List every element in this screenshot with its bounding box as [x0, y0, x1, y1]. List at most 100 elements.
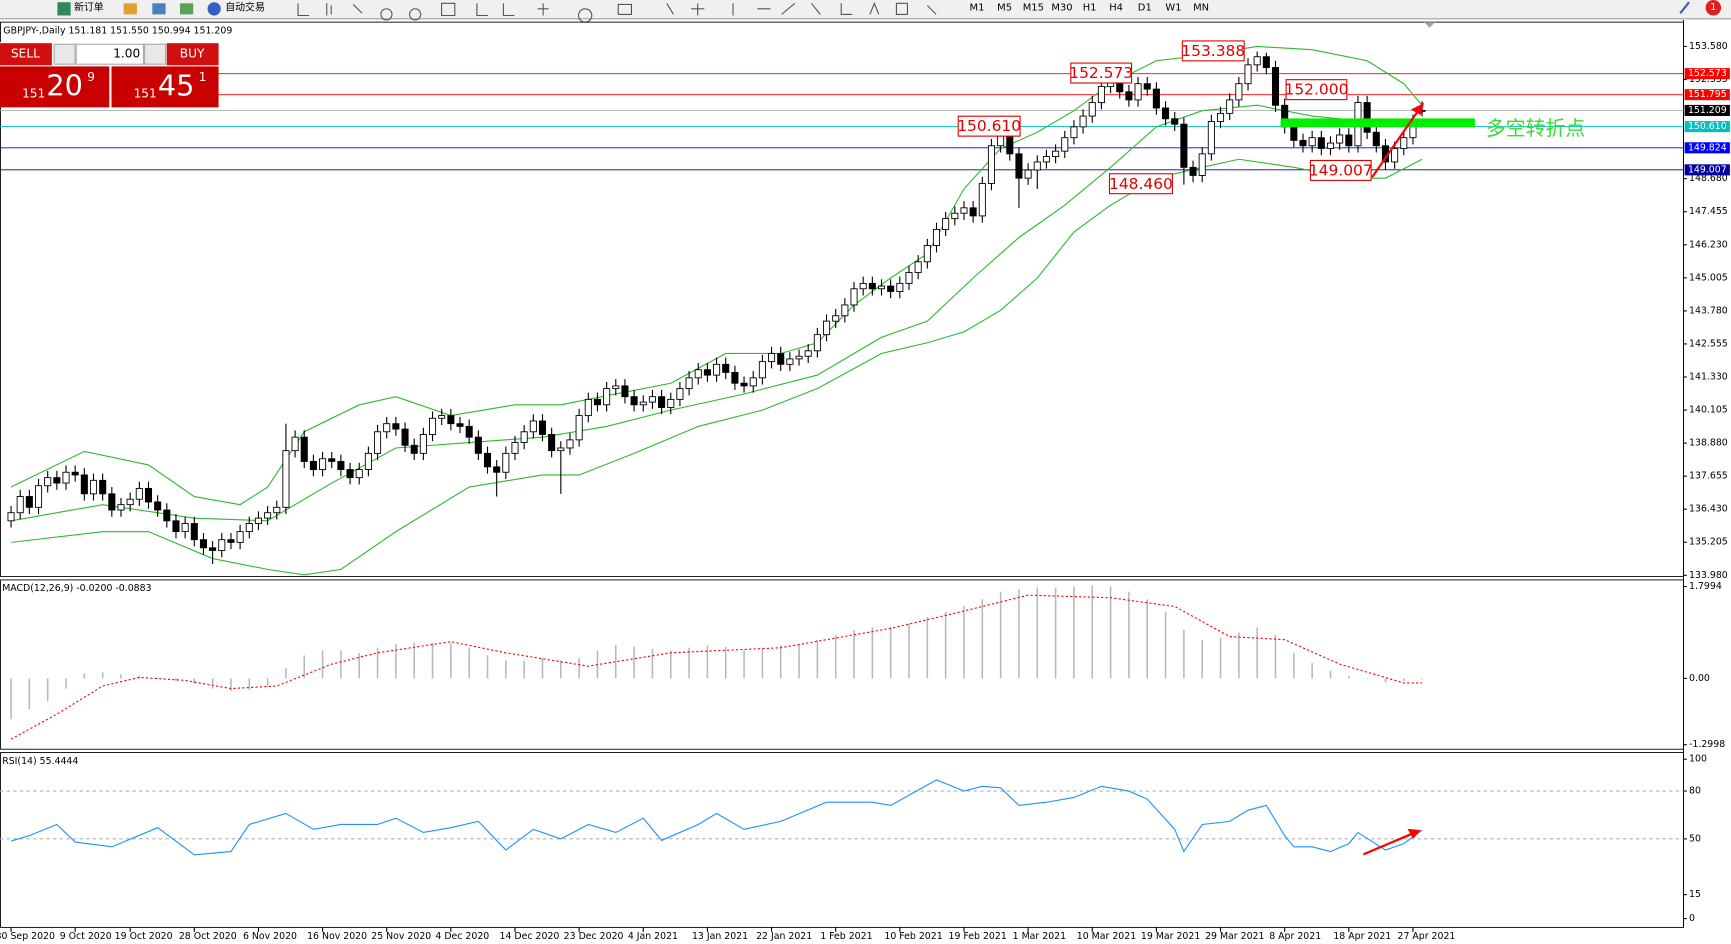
bid-head[interactable]: 151: [22, 87, 45, 101]
plot-area: 153.580 152.355 148.680 147.455 146.230 145.0…: [0, 19, 1730, 942]
candle-body: [1336, 134, 1344, 144]
lot-up[interactable]: [144, 43, 167, 65]
candle-body: [383, 423, 391, 433]
candle-body: [428, 417, 437, 435]
indicator-title: MACD(12,26,9) -0.0200 -0.0883: [2, 583, 151, 594]
sell-button[interactable]: [0, 43, 52, 66]
bid-tail[interactable]: 9: [87, 70, 95, 84]
candle-body: [1097, 85, 1105, 104]
ask-box[interactable]: [111, 66, 219, 108]
lot-down[interactable]: [53, 43, 76, 65]
timeframe[interactable]: MN: [1193, 3, 1209, 14]
ask-main[interactable]: 45: [158, 68, 195, 102]
macd-bar: [871, 627, 874, 679]
candle-body: [227, 539, 235, 543]
timeframe[interactable]: M15: [1023, 3, 1044, 14]
candle-body: [1070, 126, 1078, 139]
candle-body: [483, 452, 492, 468]
chart-shift-marker: [1424, 22, 1436, 28]
timeframe[interactable]: M5: [997, 3, 1012, 14]
macd-bar: [10, 678, 12, 720]
ask-head[interactable]: 151: [134, 87, 157, 101]
timeframe[interactable]: H1: [1083, 3, 1097, 14]
candle-body: [236, 531, 244, 543]
timeframe[interactable]: M30: [1051, 3, 1072, 14]
macd-bar: [83, 673, 86, 679]
macd-bar: [963, 605, 965, 679]
tool-icon[interactable]: [179, 3, 194, 15]
x-tick-label: 6 Nov 2020: [243, 931, 297, 942]
macd-bar: [798, 643, 800, 679]
trade-panel: SELL 1.00 BUY 151 20 9 151 45 1: [0, 42, 219, 108]
candle-body: [337, 461, 345, 470]
lot-field[interactable]: [75, 43, 145, 65]
candle-body: [1033, 161, 1041, 171]
pen-icon[interactable]: [1679, 1, 1690, 14]
macd-bar: [285, 668, 287, 679]
new-order[interactable]: 新订单: [74, 1, 104, 14]
macd-bar: [578, 657, 580, 679]
candle-body: [1143, 83, 1151, 90]
notification-count[interactable]: 1: [1710, 2, 1716, 13]
timeframe[interactable]: W1: [1165, 3, 1181, 14]
notification-badge[interactable]: [1705, 0, 1722, 16]
auto-trade[interactable]: 自动交易: [225, 1, 265, 14]
candle-body: [887, 285, 895, 292]
timeframe[interactable]: D1: [1138, 3, 1152, 14]
macd-bar: [1164, 612, 1167, 679]
candle-body: [99, 479, 107, 495]
toolbar: [0, 0, 1731, 19]
macd-bar: [999, 591, 1002, 679]
candle-body: [804, 350, 812, 357]
sell-label[interactable]: SELL: [11, 47, 40, 61]
annotation: 153.388: [1181, 42, 1245, 60]
annotation-box: [1309, 159, 1372, 181]
candle-body: [1290, 126, 1298, 141]
macd-bar: [303, 655, 306, 679]
macd-bar: [1384, 678, 1387, 683]
candle-body: [254, 517, 262, 524]
candle-body: [1363, 102, 1371, 133]
indicator-title: RSI(14) 55.4444: [2, 756, 78, 767]
x-tick-label: 4 Dec 2020: [435, 931, 489, 942]
macd-bar: [1054, 587, 1057, 679]
buy-label[interactable]: BUY: [180, 47, 205, 61]
macd-bar: [120, 674, 122, 679]
candle-body: [795, 355, 803, 360]
x-tick-label: 4 Jan 2021: [628, 931, 678, 942]
candle-body: [1042, 156, 1050, 163]
ask-tail[interactable]: 1: [199, 70, 207, 84]
buy-button[interactable]: [166, 43, 219, 66]
timeframe[interactable]: M1: [970, 3, 985, 14]
new-order-icon[interactable]: [57, 2, 71, 16]
candle-body: [144, 487, 153, 503]
candle-body: [566, 439, 574, 449]
x-tick-label: 25 Nov 2020: [371, 931, 431, 942]
candle-body: [1125, 91, 1133, 101]
candle-body: [905, 272, 913, 284]
bid-box[interactable]: [0, 66, 110, 108]
auto-trade-icon[interactable]: [207, 2, 221, 16]
tool-icon[interactable]: [152, 3, 166, 15]
macd-bar: [889, 626, 892, 679]
bid-main[interactable]: 20: [46, 68, 83, 102]
candle-body: [1235, 83, 1243, 101]
x-tick-label: 13 Jan 2021: [692, 931, 748, 942]
indicator-line: [10, 779, 1423, 856]
macd-bar: [1036, 587, 1039, 679]
y-tick-label: 141.330: [1689, 371, 1728, 382]
price-tag: [1684, 68, 1730, 80]
macd-bar: [834, 635, 837, 679]
tool-icon[interactable]: [123, 3, 137, 15]
macd-bar: [138, 675, 141, 679]
y-tick-label: 137.655: [1689, 471, 1728, 482]
lot-value[interactable]: 1.00: [113, 47, 140, 61]
macd-bar: [1274, 635, 1277, 679]
x-tick-label: 14 Dec 2020: [500, 931, 560, 942]
candle-body: [1391, 148, 1399, 163]
macd-bar: [1421, 678, 1423, 680]
annotation: 152.000: [1285, 81, 1349, 99]
timeframe[interactable]: H4: [1109, 3, 1123, 14]
y-tick-label: 133.980: [1689, 570, 1728, 581]
macd-bar: [908, 623, 910, 679]
